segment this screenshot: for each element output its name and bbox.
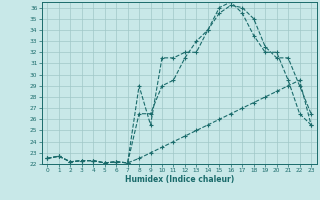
X-axis label: Humidex (Indice chaleur): Humidex (Indice chaleur) <box>124 175 234 184</box>
